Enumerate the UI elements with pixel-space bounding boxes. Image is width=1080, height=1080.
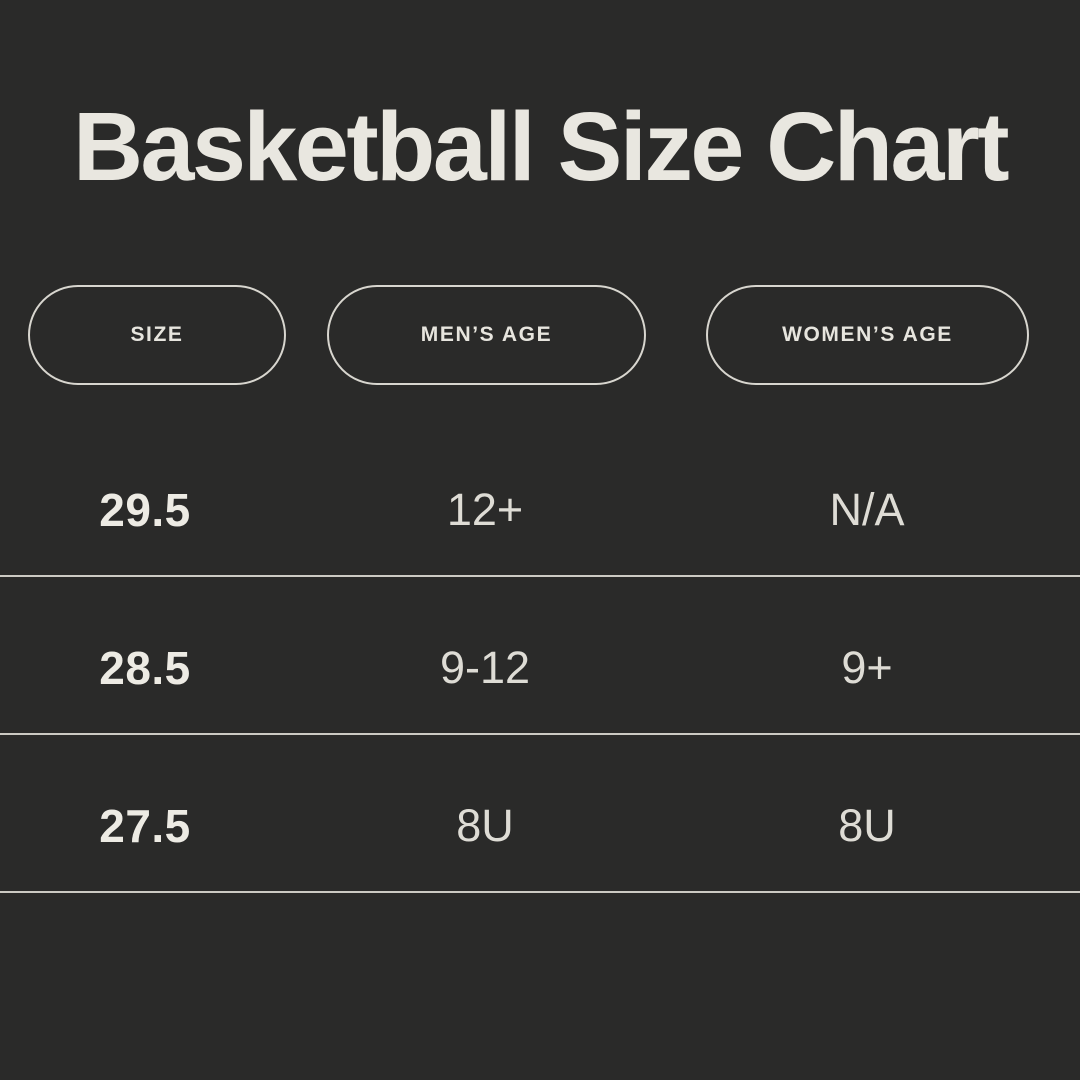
cell-womens-age: 9+ — [841, 642, 893, 693]
column-header-size-label: SIZE — [130, 323, 184, 346]
row-spacer — [1054, 577, 1080, 733]
column-header-row: SIZE MEN’S AGE WOMEN’S AGE — [0, 285, 1080, 385]
column-header-mens-age: MEN’S AGE — [327, 285, 646, 385]
column-header-womens-age-label: WOMEN’S AGE — [782, 323, 953, 346]
cell-size: 28.5 — [99, 642, 191, 694]
table-row: 27.5 8U 8U — [0, 735, 1080, 893]
cell-womens-age: 8U — [838, 800, 896, 851]
cell-womens-age: N/A — [829, 484, 905, 535]
table-row: 29.5 12+ N/A — [0, 419, 1080, 577]
cell-size: 27.5 — [99, 800, 191, 852]
row-spacer — [1054, 735, 1080, 891]
cell-mens-age: 9-12 — [439, 642, 531, 693]
page-title: Basketball Size Chart — [72, 92, 1010, 201]
cell-mens-age: 8U — [456, 800, 514, 851]
size-table: 29.5 12+ N/A 28.5 9-12 9+ 27.5 8U 8U — [0, 419, 1080, 893]
column-header-mens-age-label: MEN’S AGE — [420, 323, 553, 346]
column-header-size: SIZE — [28, 285, 286, 385]
table-row: 28.5 9-12 9+ — [0, 577, 1080, 735]
cell-size: 29.5 — [99, 484, 191, 536]
row-spacer — [1054, 419, 1080, 575]
column-header-womens-age: WOMEN’S AGE — [706, 285, 1029, 385]
cell-mens-age: 12+ — [446, 484, 524, 535]
